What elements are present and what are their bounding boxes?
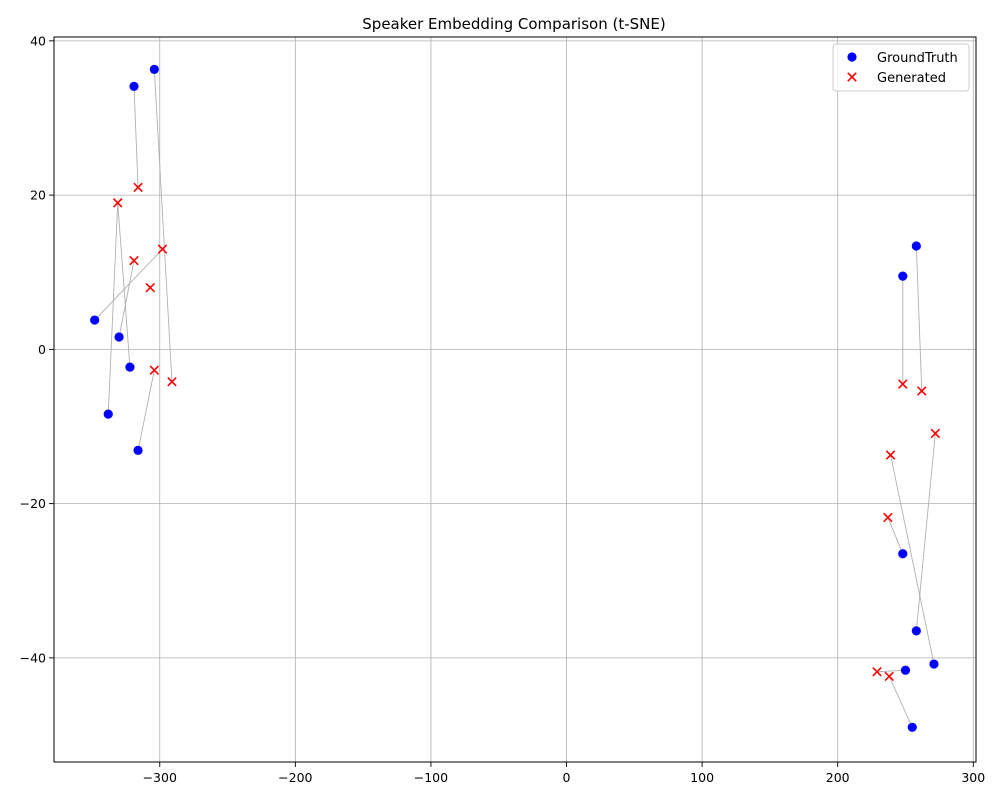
y-tick-label: 0: [38, 342, 46, 357]
marker-stroke: [112, 198, 123, 208]
generated-point: [112, 198, 123, 208]
y-tick-label: −20: [20, 496, 46, 511]
marker-stroke: [847, 72, 857, 82]
generated-point: [157, 244, 168, 254]
marker-stroke: [157, 244, 168, 254]
groundtruth-point: [103, 409, 113, 419]
grid-lines: [54, 37, 976, 762]
pair-line: [94, 248, 163, 321]
marker-stroke: [167, 376, 177, 387]
generated-point: [916, 386, 927, 396]
legend-box: [832, 43, 970, 92]
generated-point: [872, 666, 882, 677]
groundtruth-point: [911, 241, 921, 251]
groundtruth-point: [907, 722, 917, 732]
groundtruth-point: [929, 659, 939, 669]
pair-line: [117, 202, 131, 368]
marker-stroke: [145, 282, 156, 293]
marker-stroke: [872, 666, 882, 677]
marker-stroke: [129, 255, 139, 266]
y-tick-label: −40: [20, 650, 46, 665]
generated-point: [167, 376, 177, 387]
x-tick-label: −200: [278, 770, 312, 785]
groundtruth-point: [149, 64, 159, 74]
pair-line: [890, 454, 935, 665]
pair-line: [133, 86, 139, 188]
pair-line: [915, 245, 923, 392]
groundtruth-point: [125, 362, 135, 372]
marker-stroke: [133, 182, 143, 193]
legend-marker: [847, 52, 857, 62]
groundtruth-point: [900, 665, 911, 675]
generated-point: [145, 282, 156, 293]
pair-line: [118, 260, 135, 338]
marker-stroke: [149, 365, 160, 375]
legend-marker: [847, 72, 857, 82]
marker-stroke: [884, 671, 894, 682]
legend-label: Generated: [877, 71, 946, 86]
generated-point: [883, 512, 893, 523]
generated-point: [885, 450, 896, 460]
x-tick-label: 100: [690, 770, 714, 785]
data-points: [90, 64, 941, 732]
generated-point: [898, 379, 908, 389]
groundtruth-point: [90, 315, 100, 325]
y-tick-label: 40: [30, 33, 46, 48]
y-tick-label: 20: [30, 188, 46, 203]
generated-point: [884, 671, 894, 682]
generated-point: [149, 365, 160, 375]
generated-point: [930, 428, 941, 439]
x-tick-label: 200: [826, 770, 850, 785]
pair-line: [888, 676, 913, 728]
generated-point: [133, 182, 143, 193]
x-tick-label: 0: [563, 770, 571, 785]
pair-line: [915, 433, 936, 631]
x-tick-label: −300: [143, 770, 177, 785]
pair-line: [153, 69, 173, 382]
marker-stroke: [930, 428, 941, 439]
x-tick-label: −100: [414, 770, 448, 785]
pair-line: [876, 669, 906, 673]
groundtruth-point: [898, 549, 908, 559]
pair-line: [137, 370, 155, 451]
groundtruth-point: [911, 626, 921, 636]
marker-stroke: [885, 450, 896, 460]
pair-line: [887, 517, 904, 554]
pair-connector-lines: [94, 69, 936, 728]
groundtruth-point: [129, 81, 139, 91]
marker-stroke: [883, 512, 893, 523]
x-tick-label: 300: [961, 770, 985, 785]
marker-stroke: [898, 379, 908, 389]
legend-label: GroundTruth: [877, 51, 958, 66]
pair-line: [107, 202, 119, 415]
groundtruth-point: [898, 271, 908, 281]
marker-stroke: [916, 386, 927, 396]
plot-frame: [53, 36, 977, 763]
groundtruth-point: [114, 332, 124, 342]
chart-title: Speaker Embedding Comparison (t-SNE): [362, 15, 665, 33]
legend: GroundTruth Generated: [832, 43, 970, 92]
groundtruth-point: [133, 445, 143, 456]
generated-point: [129, 255, 139, 266]
